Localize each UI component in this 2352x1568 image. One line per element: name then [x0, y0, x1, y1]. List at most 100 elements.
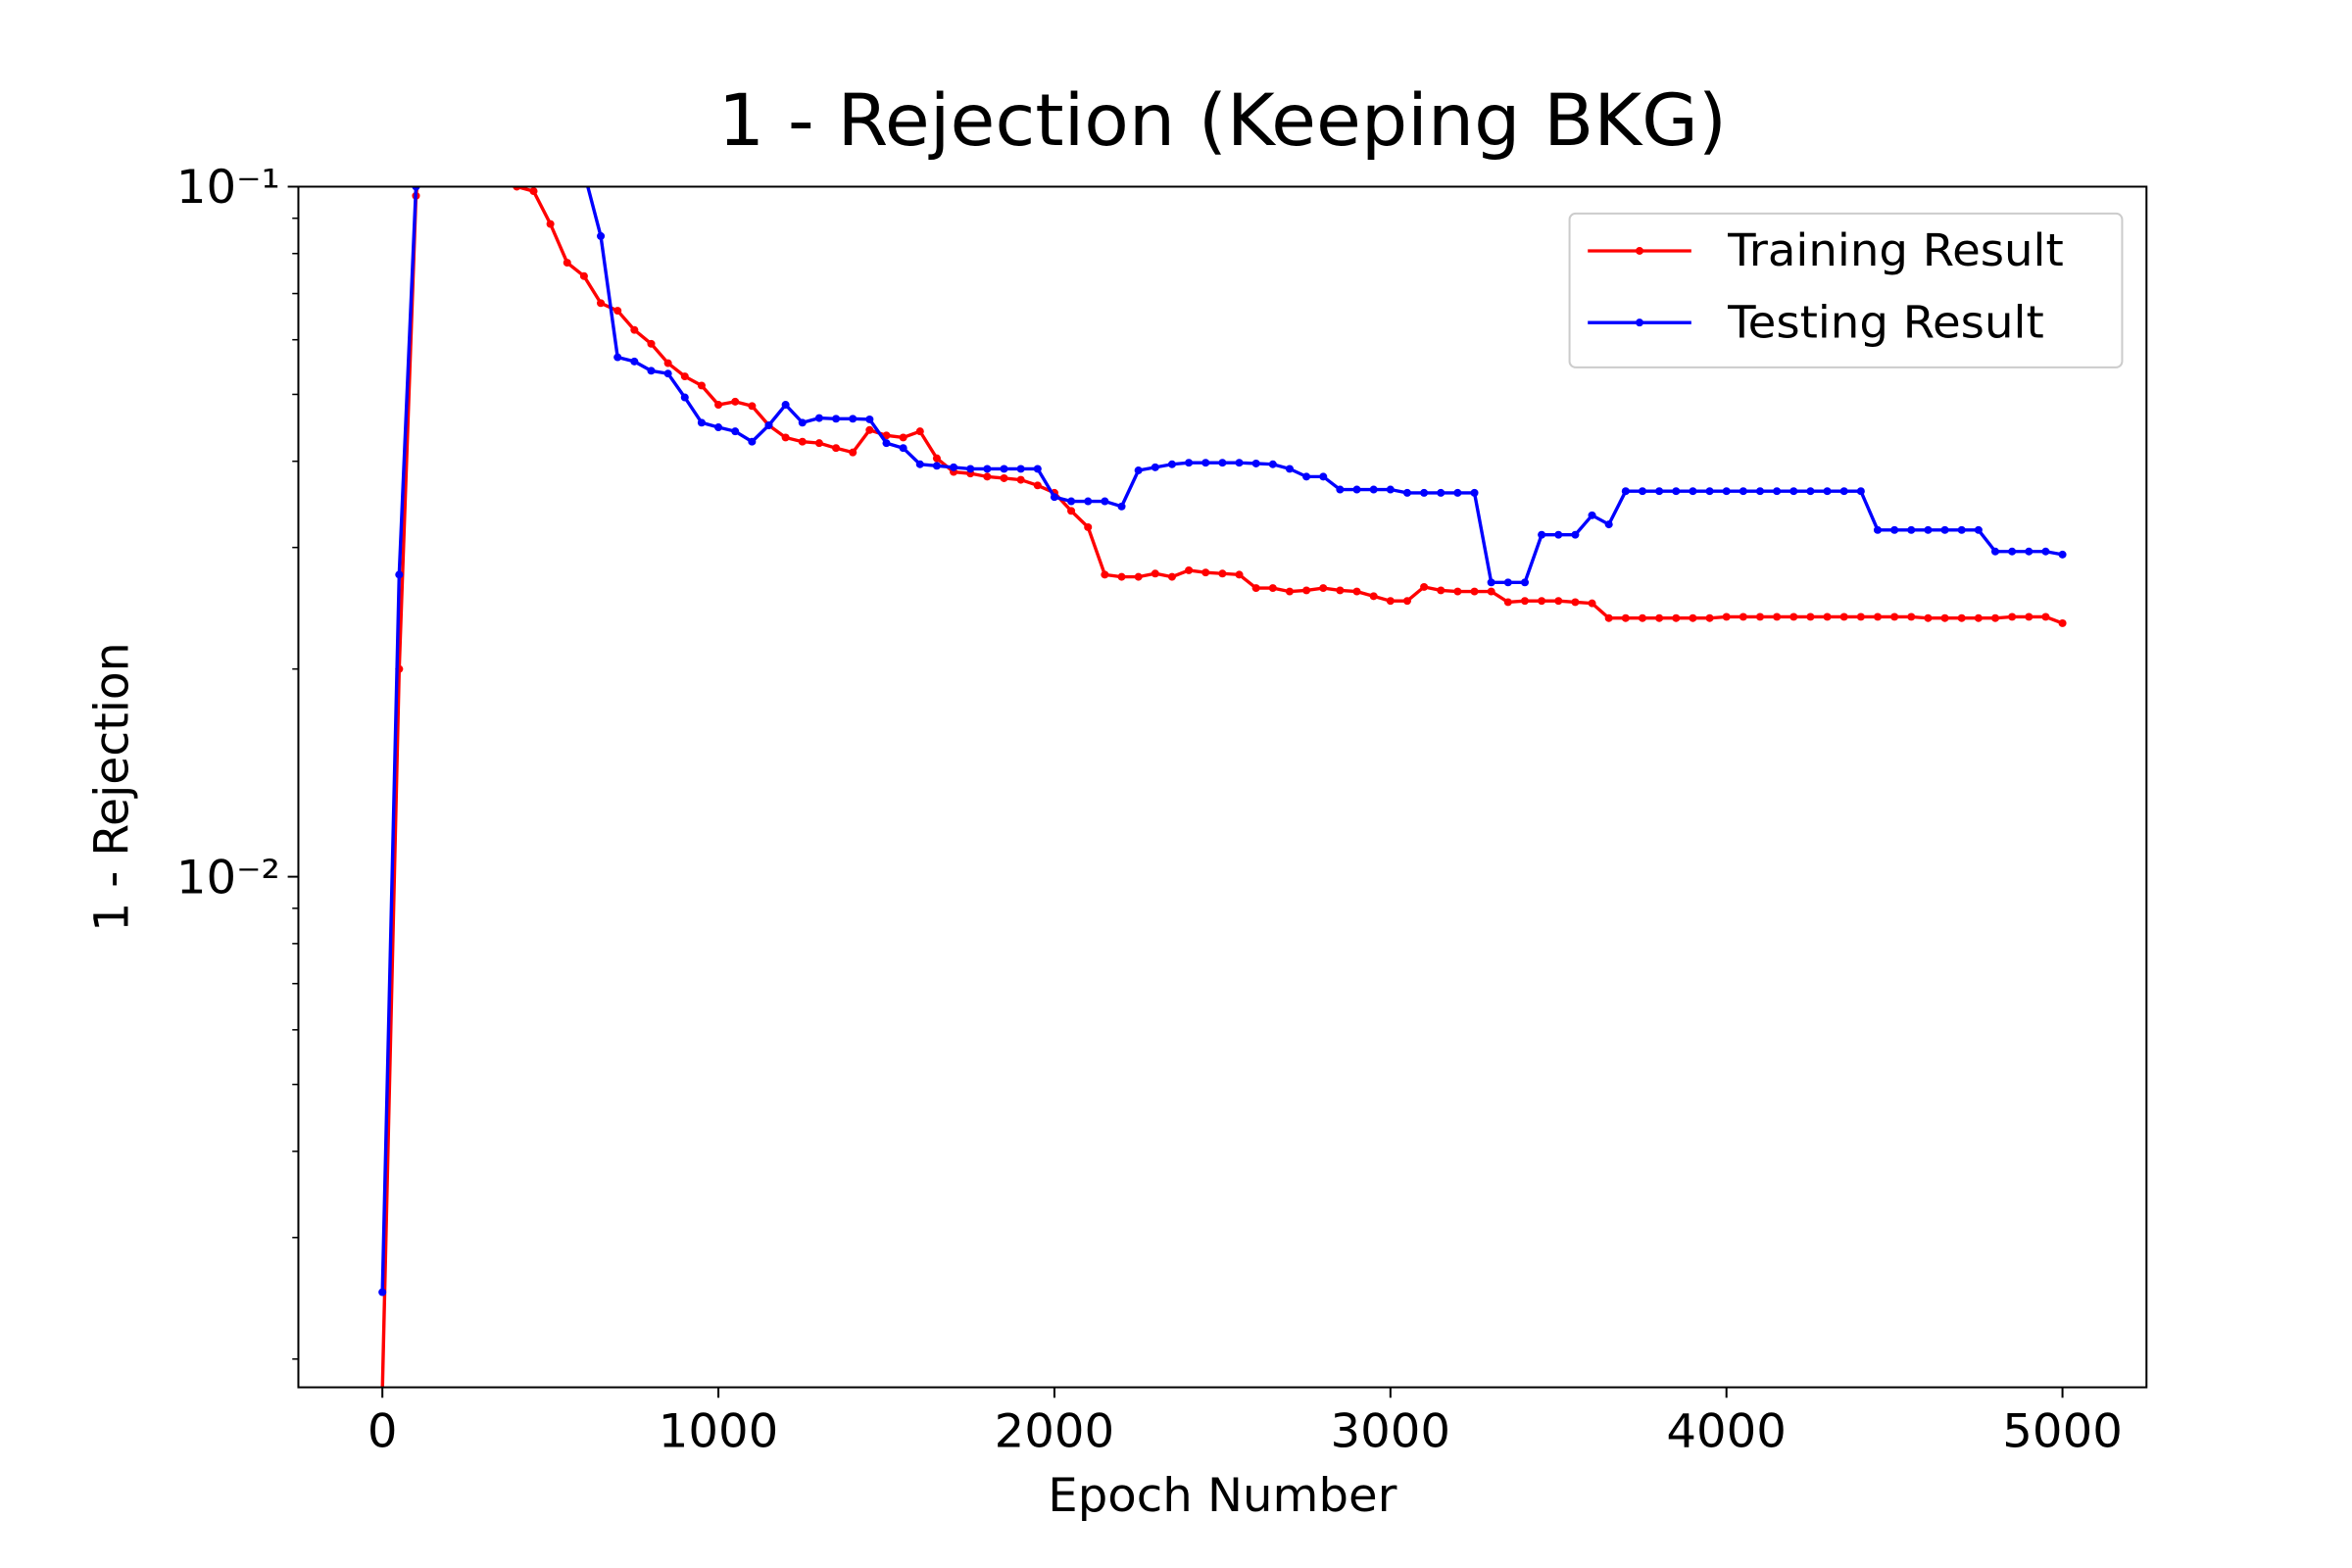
- series-point: [1873, 612, 1883, 621]
- series-point: [1588, 599, 1596, 608]
- series-point: [630, 325, 639, 334]
- series-point: [680, 372, 689, 381]
- series-point: [1604, 520, 1613, 529]
- series-point: [1050, 493, 1058, 502]
- axes-frame: [297, 185, 2148, 1389]
- series-point: [1402, 488, 1412, 497]
- series-point: [1067, 497, 1076, 506]
- series-point: [1067, 507, 1076, 515]
- plot-area: [378, 7, 2067, 1388]
- series-point: [1185, 459, 1194, 467]
- series-point: [1000, 474, 1008, 482]
- series-point: [663, 369, 672, 378]
- series-point: [1268, 584, 1277, 593]
- series-point: [663, 359, 672, 368]
- series-point: [1907, 612, 1916, 621]
- series-point: [1302, 586, 1311, 595]
- series-point: [714, 423, 723, 431]
- series-point: [2058, 550, 2067, 559]
- series-point: [899, 433, 907, 442]
- series-point: [1806, 612, 1815, 621]
- series-point: [395, 570, 404, 579]
- series-point: [1755, 612, 1765, 621]
- series-point: [2025, 612, 2034, 621]
- series-point: [714, 401, 723, 409]
- series-point: [1369, 592, 1378, 601]
- series-point: [832, 415, 841, 423]
- series-point: [1402, 597, 1412, 606]
- series-point: [1487, 578, 1495, 587]
- series-point: [2025, 547, 2034, 556]
- series-point: [932, 454, 941, 463]
- series-point: [1806, 487, 1815, 496]
- legend-label: Testing Result: [1727, 296, 2044, 348]
- series-point: [1218, 459, 1227, 467]
- series-point: [1890, 525, 1899, 534]
- series-point: [1336, 586, 1345, 595]
- series-line: [380, 186, 2064, 1388]
- series-point: [1538, 530, 1546, 539]
- series-point: [1957, 613, 1966, 622]
- series-point: [1352, 587, 1361, 596]
- series-point: [2008, 612, 2017, 621]
- series-point: [1722, 487, 1731, 496]
- series-point: [1117, 572, 1126, 581]
- series-point: [1839, 612, 1848, 621]
- series-point: [378, 1288, 387, 1297]
- series-point: [1386, 485, 1395, 494]
- series-point: [1251, 584, 1260, 593]
- legend-marker: [1635, 247, 1644, 255]
- x-tick-label: 0: [368, 1405, 398, 1458]
- series-point: [814, 414, 823, 422]
- series-point: [2041, 612, 2050, 621]
- series-point: [1503, 578, 1512, 587]
- x-tick-label: 2000: [995, 1405, 1115, 1458]
- series-point: [1302, 472, 1311, 481]
- series-point: [613, 353, 622, 362]
- series-point: [1571, 598, 1580, 607]
- series-point: [1957, 525, 1966, 534]
- series-point: [1722, 612, 1731, 621]
- series-point: [1621, 613, 1630, 622]
- series-point: [1689, 487, 1697, 496]
- series-point: [1856, 612, 1865, 621]
- series-point: [798, 418, 807, 427]
- series-point: [529, 187, 538, 196]
- series-point: [1520, 597, 1530, 606]
- series-point: [1285, 465, 1294, 473]
- x-tick-label: 1000: [659, 1405, 779, 1458]
- series-point: [697, 418, 706, 427]
- series-point: [1470, 488, 1479, 497]
- series-point: [2041, 547, 2050, 556]
- series-point: [1990, 613, 2000, 622]
- series-line: [380, 186, 2063, 1293]
- series-point: [1453, 587, 1462, 596]
- series-point: [1285, 587, 1294, 596]
- series-point: [1873, 525, 1883, 534]
- series-point: [1084, 497, 1093, 506]
- series-point: [496, 141, 504, 149]
- series-point: [1554, 597, 1563, 606]
- series-point: [731, 427, 740, 436]
- series-point: [1588, 511, 1596, 519]
- series-point: [1974, 613, 1983, 622]
- series-point: [463, 7, 470, 15]
- series-point: [1672, 487, 1681, 496]
- series-point: [1437, 488, 1446, 497]
- series-point: [832, 444, 841, 453]
- series-point: [1420, 582, 1429, 591]
- series-point: [882, 431, 891, 440]
- series-point: [479, 82, 487, 90]
- series-point: [849, 415, 858, 423]
- series-point: [429, 62, 437, 70]
- series-point: [1990, 547, 2000, 556]
- series-point: [1789, 487, 1798, 496]
- series-point: [731, 397, 740, 406]
- series-point: [950, 463, 958, 471]
- series-point: [1638, 613, 1647, 622]
- series-point: [597, 231, 606, 240]
- series-point: [647, 367, 656, 375]
- series-point: [1352, 485, 1361, 494]
- series-point: [1336, 485, 1345, 494]
